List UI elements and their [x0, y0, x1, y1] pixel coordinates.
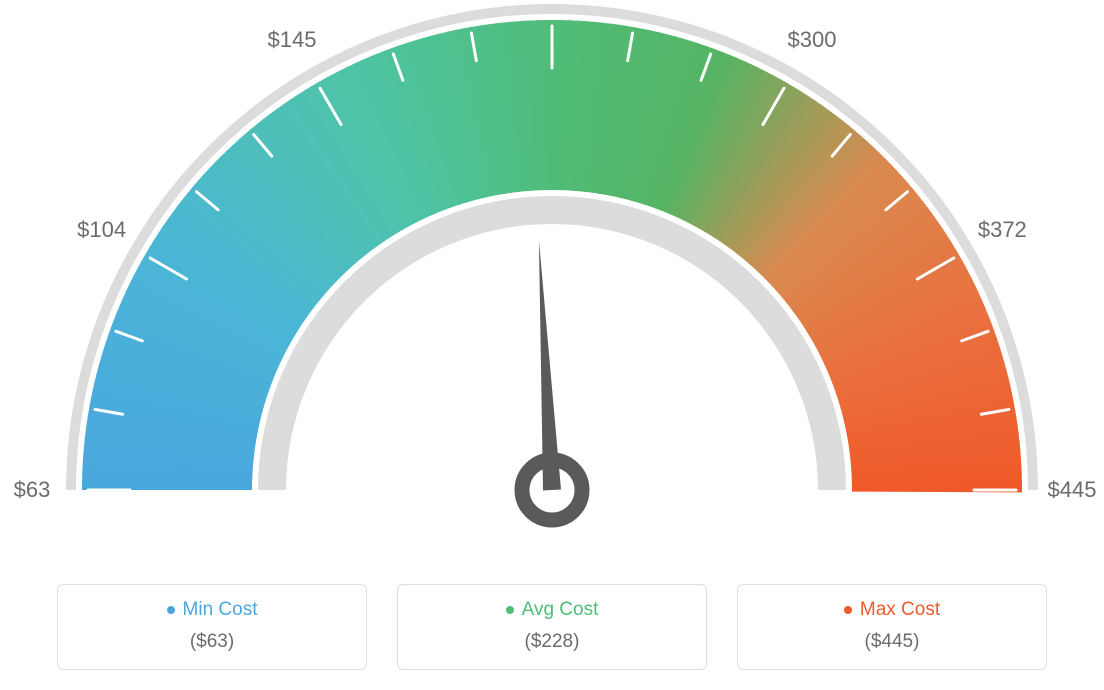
legend-label: Max Cost: [860, 599, 940, 621]
gauge-chart: $63$104$145$228$300$372$445: [0, 0, 1104, 560]
gauge-tick-label: $372: [978, 217, 1027, 243]
legend-value: ($228): [398, 631, 706, 653]
gauge-svg: [0, 0, 1104, 560]
legend-value: ($63): [58, 631, 366, 653]
legend-label: Min Cost: [183, 599, 258, 621]
gauge-tick-label: $300: [788, 27, 837, 53]
legend-card-max: Max Cost ($445): [737, 584, 1047, 670]
dot-icon: [844, 606, 852, 614]
gauge-tick-label: $63: [14, 477, 51, 503]
dot-icon: [167, 606, 175, 614]
gauge-tick-label: $145: [268, 27, 317, 53]
dot-icon: [506, 606, 514, 614]
legend-card-min: Min Cost ($63): [57, 584, 367, 670]
legend-row: Min Cost ($63) Avg Cost ($228) Max Cost …: [50, 584, 1054, 670]
gauge-tick-label: $445: [1048, 477, 1097, 503]
legend-value: ($445): [738, 631, 1046, 653]
legend-card-avg: Avg Cost ($228): [397, 584, 707, 670]
gauge-tick-label: $104: [77, 217, 126, 243]
legend-label: Avg Cost: [522, 599, 599, 621]
